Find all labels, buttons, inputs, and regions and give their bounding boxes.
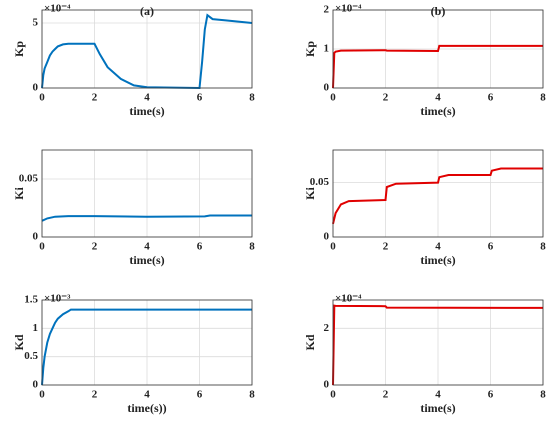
x-axis-label: time(s) xyxy=(129,253,164,267)
y-tick-label: 0 xyxy=(324,231,330,243)
y-scale-label: ×10⁻⁴ xyxy=(335,3,362,15)
y-tick-label: 0.05 xyxy=(310,176,330,188)
plot-frame xyxy=(332,149,544,238)
y-axis-label: Kd xyxy=(303,334,317,350)
y-tick-label: 0 xyxy=(33,231,39,243)
x-tick-label: 2 xyxy=(92,389,98,401)
y-axis-label: Kd xyxy=(12,334,26,350)
y-axis-label: Kp xyxy=(12,41,26,57)
x-axis-label: time(s) xyxy=(420,104,455,118)
x-tick-label: 4 xyxy=(435,92,441,104)
x-tick-label: 4 xyxy=(435,389,441,401)
y-tick-label: 2 xyxy=(324,322,330,334)
y-scale-label: ×10⁻⁴ xyxy=(335,293,362,305)
y-tick-label: 1.5 xyxy=(24,294,38,306)
x-tick-label: 6 xyxy=(488,389,494,401)
y-tick-label: 1 xyxy=(33,322,39,334)
y-axis-label: Ki xyxy=(12,187,26,200)
x-tick-label: 0 xyxy=(330,241,336,253)
x-tick-label: 2 xyxy=(383,92,389,104)
x-tick-label: 4 xyxy=(144,92,150,104)
x-axis-label: time(s) xyxy=(129,104,164,118)
y-tick-label: 0.5 xyxy=(24,350,38,362)
x-tick-label: 2 xyxy=(383,389,389,401)
y-tick-label: 2 xyxy=(324,4,330,16)
y-tick-label: 1 xyxy=(324,43,330,55)
y-tick-label: 0 xyxy=(33,82,39,94)
chart-title: (b) xyxy=(431,4,446,18)
x-tick-label: 4 xyxy=(144,241,150,253)
x-tick-label: 0 xyxy=(39,92,45,104)
x-tick-label: 2 xyxy=(383,241,389,253)
y-scale-label: ×10⁻⁴ xyxy=(44,3,71,15)
x-tick-label: 6 xyxy=(488,241,494,253)
chart-title: (a) xyxy=(140,4,154,18)
data-line xyxy=(332,44,543,89)
plot-frame xyxy=(41,299,253,386)
y-tick-label: 0 xyxy=(324,82,330,94)
x-tick-label: 2 xyxy=(92,241,98,253)
x-tick-label: 8 xyxy=(249,92,255,104)
y-tick-label: 5 xyxy=(33,17,39,29)
x-tick-label: 6 xyxy=(197,389,203,401)
plot-frame xyxy=(332,9,544,89)
plot-frame xyxy=(332,299,544,386)
x-tick-label: 8 xyxy=(540,92,546,104)
x-tick-label: 6 xyxy=(197,92,203,104)
x-axis-label: time(s) xyxy=(420,401,455,415)
x-tick-label: 0 xyxy=(330,389,336,401)
x-tick-label: 2 xyxy=(92,92,98,104)
y-tick-label: 0.05 xyxy=(19,173,39,185)
y-axis-label: Ki xyxy=(303,187,317,200)
plot-frame xyxy=(41,9,253,89)
data-line xyxy=(41,13,253,90)
x-tick-label: 4 xyxy=(144,389,150,401)
data-line xyxy=(332,304,544,386)
x-tick-label: 8 xyxy=(249,389,255,401)
x-axis-label: time(s) xyxy=(420,253,455,267)
y-tick-label: 0 xyxy=(33,379,39,391)
data-line xyxy=(41,214,252,222)
y-scale-label: ×10⁻³ xyxy=(44,293,71,305)
data-line xyxy=(41,308,252,386)
x-tick-label: 0 xyxy=(330,92,336,104)
x-axis-label: time(s)) xyxy=(127,401,166,415)
x-tick-label: 4 xyxy=(435,241,441,253)
x-tick-label: 0 xyxy=(39,389,45,401)
x-tick-label: 6 xyxy=(197,241,203,253)
x-tick-label: 0 xyxy=(39,241,45,253)
x-tick-label: 6 xyxy=(488,92,494,104)
x-tick-label: 8 xyxy=(249,241,255,253)
plot-frame xyxy=(41,149,253,238)
x-tick-label: 8 xyxy=(540,389,546,401)
x-tick-label: 8 xyxy=(540,241,546,253)
y-axis-label: Kp xyxy=(303,41,317,57)
y-tick-label: 0 xyxy=(324,379,330,391)
data-line xyxy=(332,167,543,225)
